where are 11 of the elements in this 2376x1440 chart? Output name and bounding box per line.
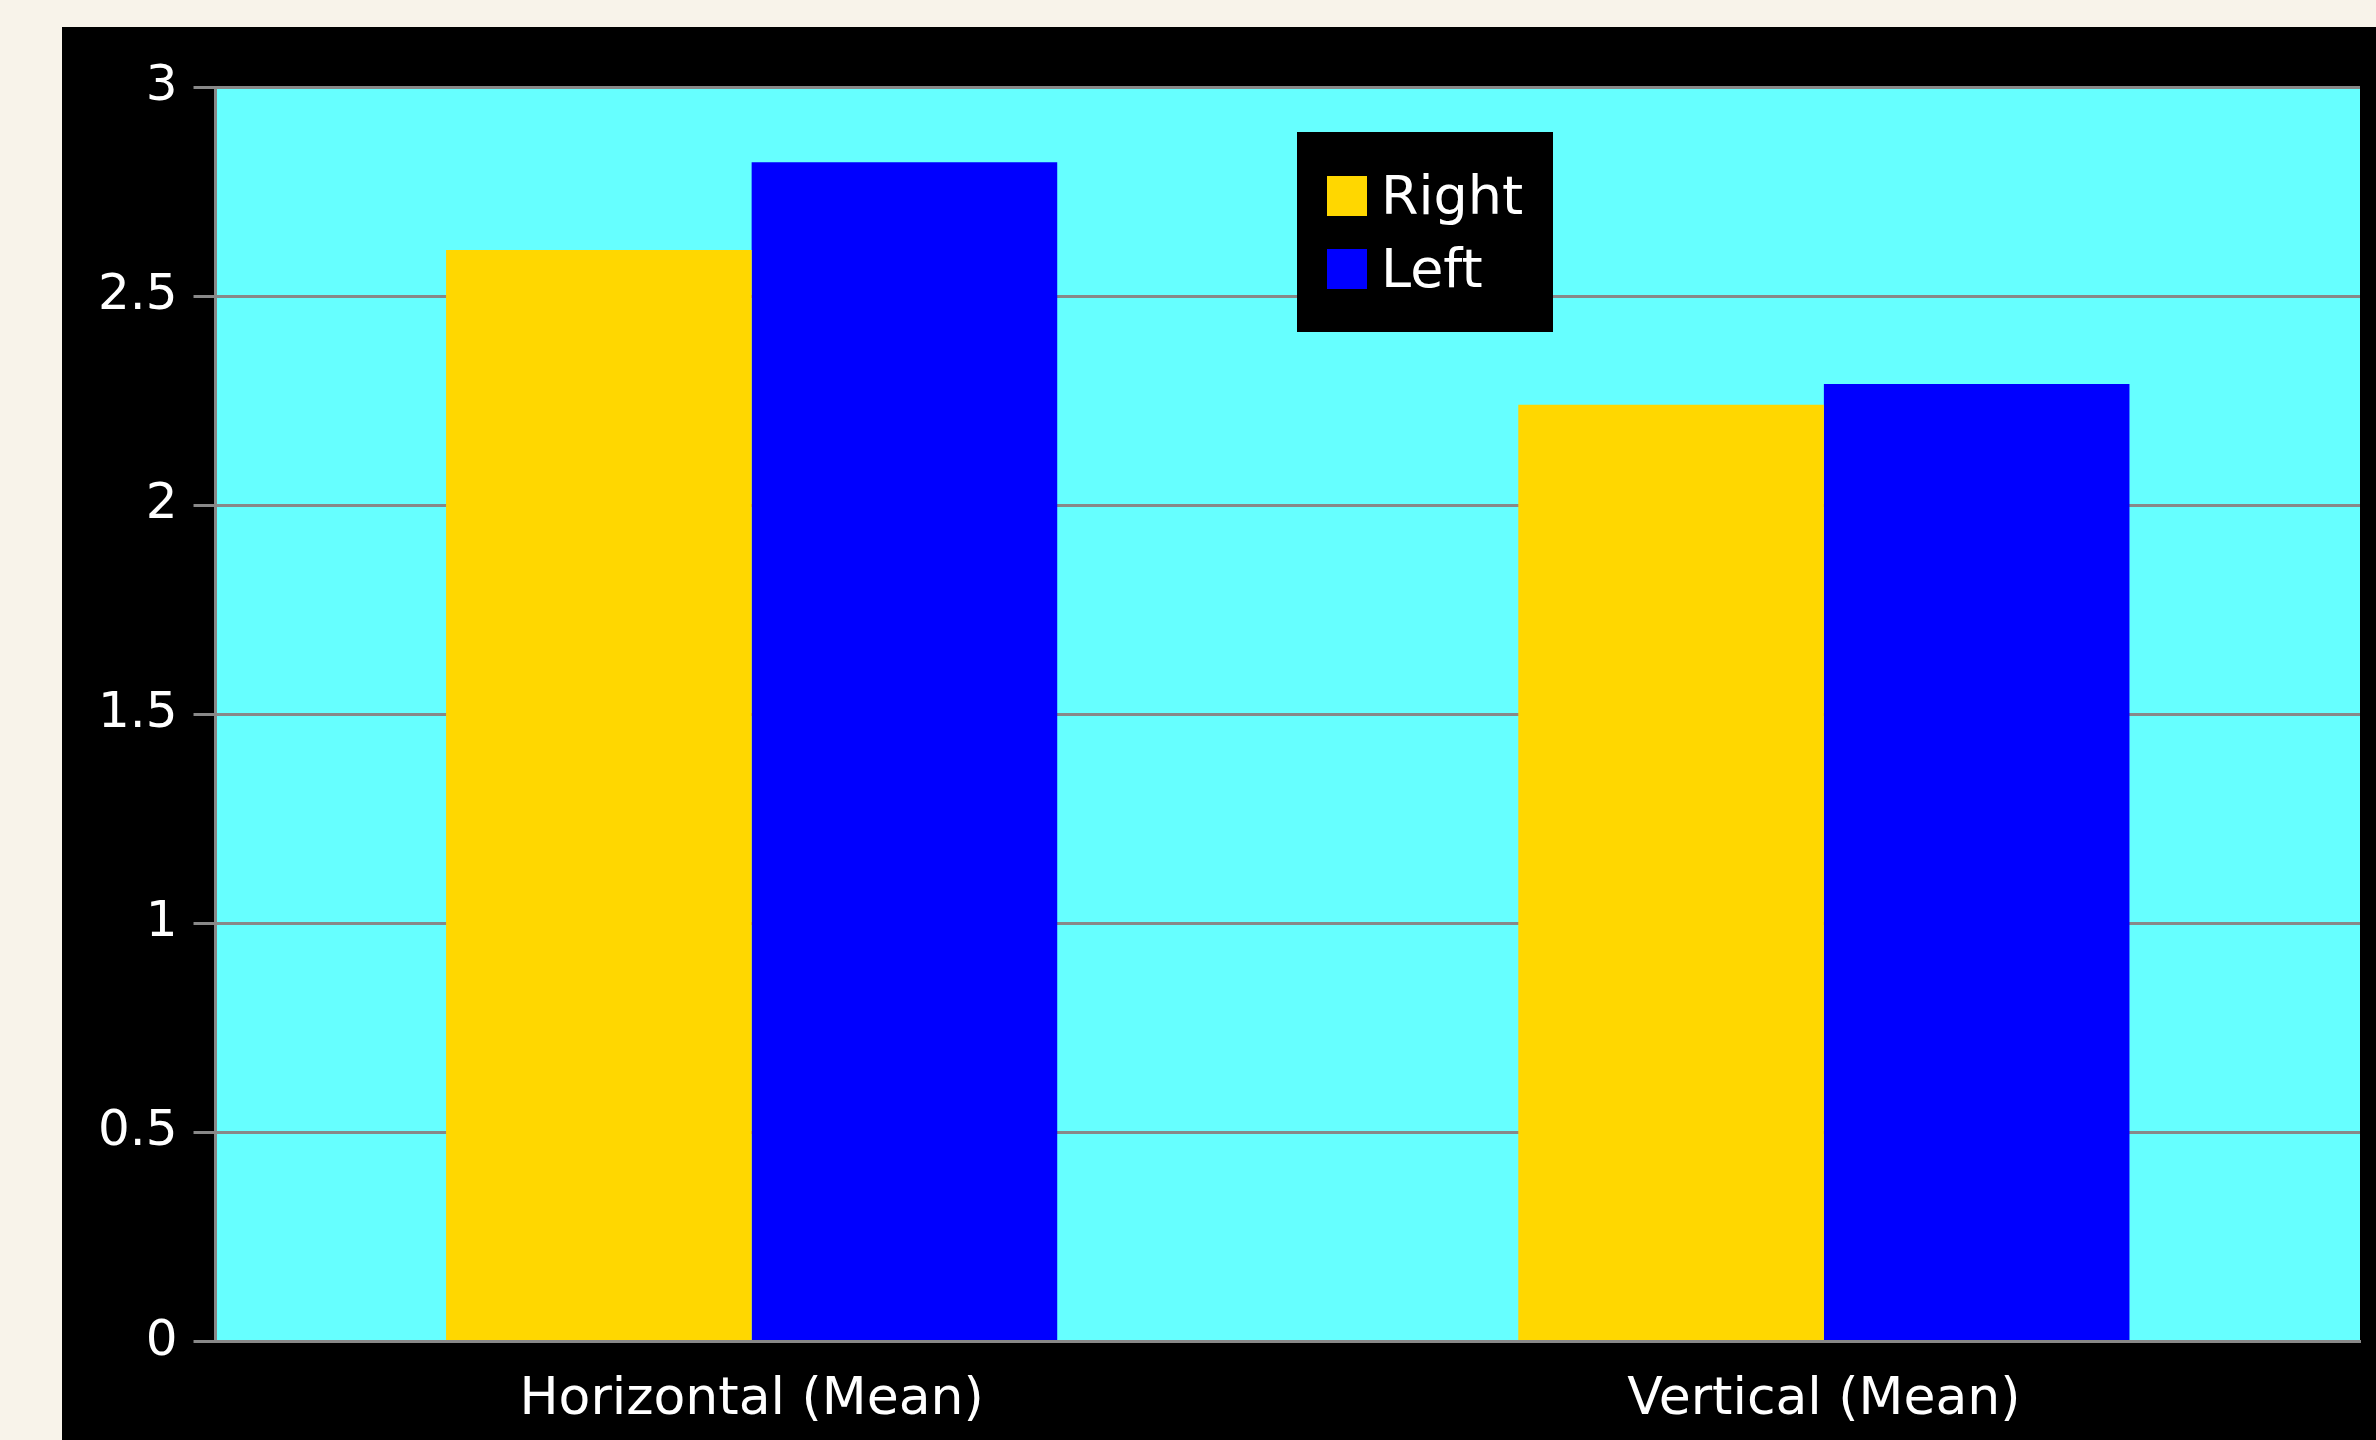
y-tick-label: 1.5 xyxy=(97,681,178,740)
x-tick-label: Vertical (Mean) xyxy=(1627,1366,2021,1427)
y-tick-label: 3 xyxy=(145,53,178,112)
legend-label: Left xyxy=(1381,237,1483,300)
y-tick-label: 0.5 xyxy=(97,1099,178,1158)
y-tick-label: 1 xyxy=(145,890,178,949)
y-tick-label: 2 xyxy=(145,472,178,531)
legend-label: Right xyxy=(1381,164,1524,227)
y-tick-label: 2.5 xyxy=(97,263,178,322)
x-tick-label: Horizontal (Mean) xyxy=(519,1366,984,1427)
y-tick-label: 0 xyxy=(145,1308,178,1367)
